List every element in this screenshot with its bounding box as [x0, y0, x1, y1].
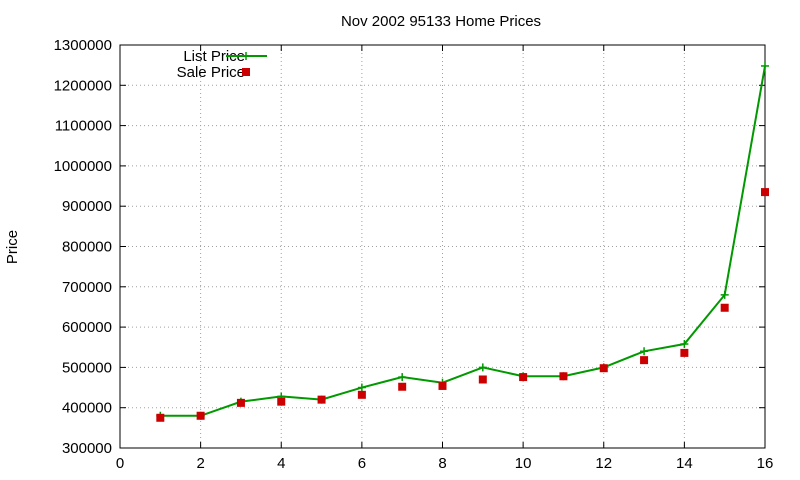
legend-label: Sale Price: [177, 64, 245, 81]
y-tick-label: 900000: [62, 198, 112, 215]
list-price-point: [357, 383, 366, 392]
x-tick-label: 10: [515, 455, 532, 472]
legend-square-sample: [242, 68, 250, 76]
axis-ticks: 300000 400000 500000 600000 700000 800000 9000…: [54, 37, 774, 472]
sale-price-point: [156, 413, 165, 422]
list-price-point: [478, 363, 487, 372]
sale-price-point: [438, 381, 447, 390]
sale-price-point: [317, 395, 326, 404]
y-tick-label: 400000: [62, 400, 112, 417]
sale-price-point: [680, 348, 689, 357]
x-tick-label: 8: [438, 455, 446, 472]
sale-price-point: [720, 303, 729, 312]
sale-price-point: [236, 398, 245, 407]
x-tick-label: 6: [358, 455, 366, 472]
legend-label: List Price: [183, 48, 245, 65]
list-price-point: [398, 373, 407, 382]
legend-plus-sample: [242, 52, 250, 60]
sale-price-point: [277, 397, 286, 406]
x-tick-label: 12: [595, 455, 612, 472]
chart-title: Nov 2002 95133 Home Prices: [341, 13, 541, 30]
y-tick-label: 1000000: [54, 158, 112, 175]
sale-price-point: [599, 364, 608, 373]
sale-price-point: [640, 356, 649, 365]
sale-price-point: [519, 373, 528, 382]
x-tick-label: 14: [676, 455, 693, 472]
sale-price-point: [478, 375, 487, 384]
y-axis-title: Price: [4, 230, 21, 264]
series-sale-price: [156, 188, 769, 422]
data-series: [156, 61, 769, 422]
y-tick-label: 600000: [62, 319, 112, 336]
x-tick-label: 16: [757, 455, 774, 472]
y-tick-label: 1200000: [54, 77, 112, 94]
list-price-point: [761, 61, 769, 70]
x-tick-label: 0: [116, 455, 124, 472]
sale-price-point: [196, 411, 205, 420]
y-tick-label: 1300000: [54, 37, 112, 54]
y-tick-label: 500000: [62, 359, 112, 376]
list-price-point: [680, 340, 689, 349]
y-tick-label: 800000: [62, 239, 112, 256]
y-tick-label: 700000: [62, 279, 112, 296]
y-tick-label: 1100000: [55, 118, 112, 135]
sale-price-point: [398, 382, 407, 391]
list-price-point: [720, 290, 729, 299]
y-tick-label: 300000: [62, 440, 112, 457]
list-price-line: [160, 65, 766, 417]
sale-price-point: [559, 372, 568, 381]
sale-price-point: [761, 188, 769, 197]
x-tick-label: 4: [277, 455, 285, 472]
x-tick-label: 2: [196, 455, 204, 472]
list-price-point: [640, 347, 649, 356]
sale-price-point: [357, 390, 366, 399]
